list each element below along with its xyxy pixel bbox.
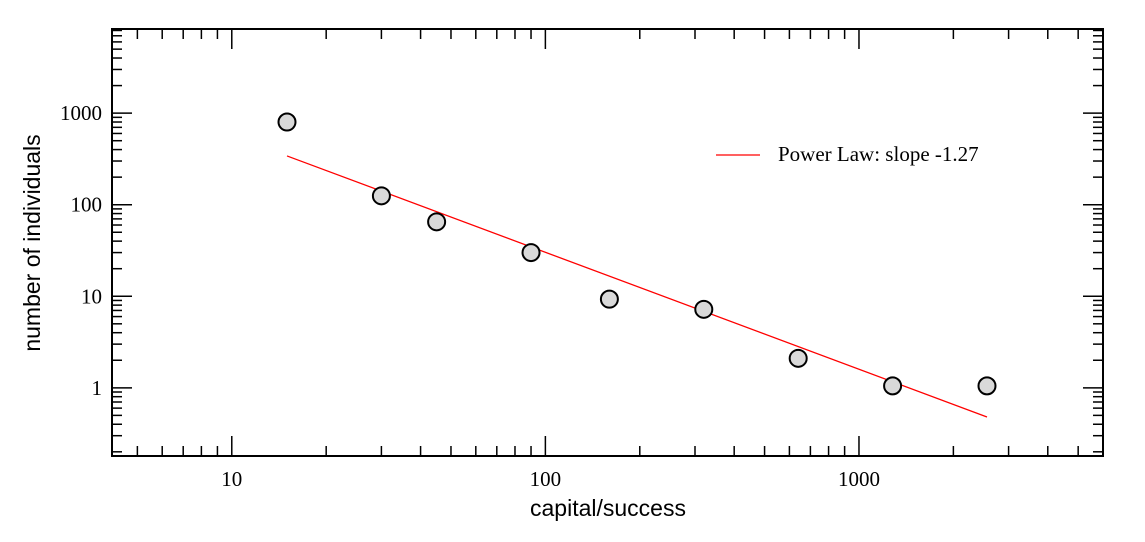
data-point (788, 348, 808, 368)
x-tick-label: 10 (221, 467, 242, 491)
y-tick-label: 1 (92, 376, 103, 400)
y-tick-label: 10 (81, 284, 102, 308)
data-point (277, 112, 297, 132)
data-point (427, 212, 447, 232)
legend: Power Law: slope -1.27 (716, 142, 979, 166)
data-point (371, 186, 391, 206)
y-tick-label: 100 (71, 193, 103, 217)
data-point (521, 243, 541, 263)
data-point (694, 299, 714, 319)
x-tick-label: 1000 (838, 467, 880, 491)
y-tick-label: 1000 (60, 101, 102, 125)
data-point (883, 376, 903, 396)
data-point (599, 289, 619, 309)
plot-frame (111, 28, 1104, 457)
y-axis-label: number of individuals (19, 134, 45, 351)
power-law-fit-line (286, 155, 988, 418)
x-tick-label: 100 (530, 467, 562, 491)
data-point (977, 376, 997, 396)
x-axis-label: capital/success (530, 495, 686, 521)
legend-label: Power Law: slope -1.27 (778, 142, 979, 166)
